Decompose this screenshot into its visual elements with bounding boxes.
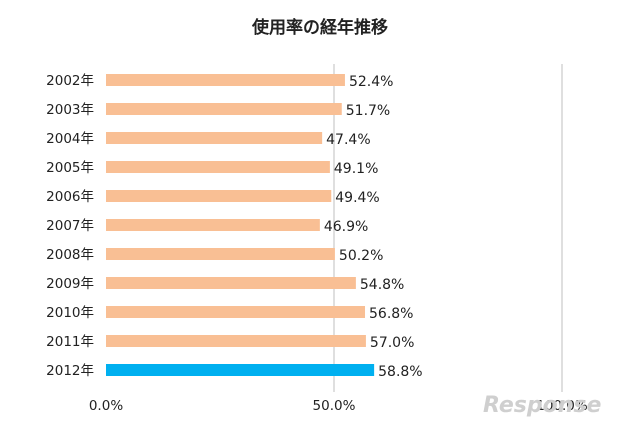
bar-2011年 [106,335,366,347]
bar-2012年 [106,364,375,376]
x-axis-ticks: 0.0% 50.0% 100.0% [89,398,588,414]
bar-2005年 [106,161,330,173]
category-label: 2011年 [46,334,94,350]
chart-title: 使用率の経年推移 [251,17,388,38]
category-label: 2010年 [46,305,94,321]
bar-2008年 [106,248,335,260]
bars [106,74,375,376]
value-label: 54.8% [360,277,404,293]
x-tick-label: 0.0% [89,398,123,414]
bar-2006年 [106,190,332,202]
value-label: 51.7% [346,103,390,119]
bar-2003年 [106,103,342,115]
category-label: 2008年 [46,247,94,263]
value-label: 56.8% [369,306,413,322]
value-labels: 52.4% 51.7% 47.4% 49.1% 49.4% 46.9% 50.2% 54.8%… [324,74,423,380]
bar-2004年 [106,132,323,144]
bar-2007年 [106,219,320,231]
category-label: 2009年 [46,276,94,292]
category-label: 2004年 [46,131,94,147]
watermark-logo: Response [483,393,601,418]
category-label: 2012年 [46,363,94,379]
value-label: 47.4% [326,132,370,148]
value-label: 50.2% [339,248,383,264]
x-tick-label: 100.0% [536,398,588,414]
category-label: 2005年 [46,160,94,176]
value-label: 49.1% [334,161,378,177]
category-label: 2002年 [46,73,94,89]
category-label: 2003年 [46,102,94,118]
bar-2002年 [106,74,345,86]
bar-2010年 [106,306,366,318]
category-labels: 2002年 2003年 2004年 2005年 2006年 2007年 2008年 2009年… [46,73,94,379]
value-label: 52.4% [349,74,393,90]
value-label: 57.0% [370,335,414,351]
bar-2009年 [106,277,356,289]
value-label: 58.8% [378,364,422,380]
value-label: 46.9% [324,219,368,235]
category-label: 2007年 [46,218,94,234]
value-label: 49.4% [335,190,379,206]
x-tick-label: 50.0% [313,398,356,414]
category-label: 2006年 [46,189,94,205]
